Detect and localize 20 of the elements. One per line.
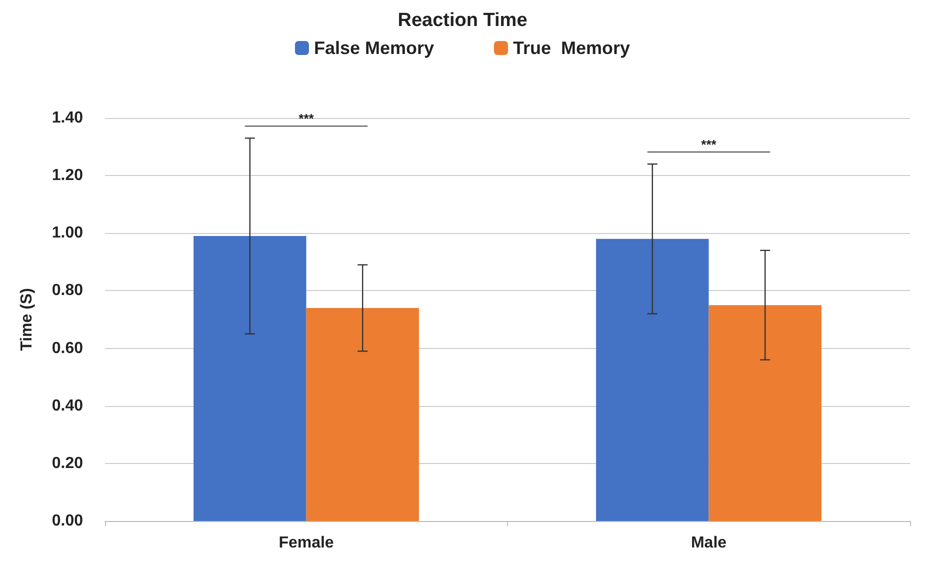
- bar: [708, 305, 822, 521]
- chart-title: Reaction Time: [398, 10, 528, 31]
- legend-label: True Memory: [513, 38, 630, 58]
- annotation: ***: [298, 111, 315, 126]
- y-tick-label: 0.00: [52, 512, 84, 530]
- y-tick-label: 1.00: [52, 224, 84, 242]
- bar: [306, 308, 419, 521]
- y-tick-label: 1.40: [52, 110, 84, 126]
- y-tick-label: 0.40: [52, 397, 84, 414]
- bar: [596, 238, 709, 521]
- x-tick-label: Male: [690, 534, 727, 552]
- y-tick-label: 1.20: [52, 167, 84, 184]
- y-tick-label: 0.20: [52, 454, 84, 472]
- annotation: ***: [701, 137, 718, 152]
- y-axis-title: Time (S): [18, 288, 36, 351]
- bar: [194, 236, 306, 521]
- y-tick-label: 0.60: [52, 340, 84, 357]
- y-tick-label: 0.80: [52, 282, 84, 300]
- legend-label: False Memory: [314, 38, 434, 58]
- x-tick-label: Female: [278, 534, 334, 552]
